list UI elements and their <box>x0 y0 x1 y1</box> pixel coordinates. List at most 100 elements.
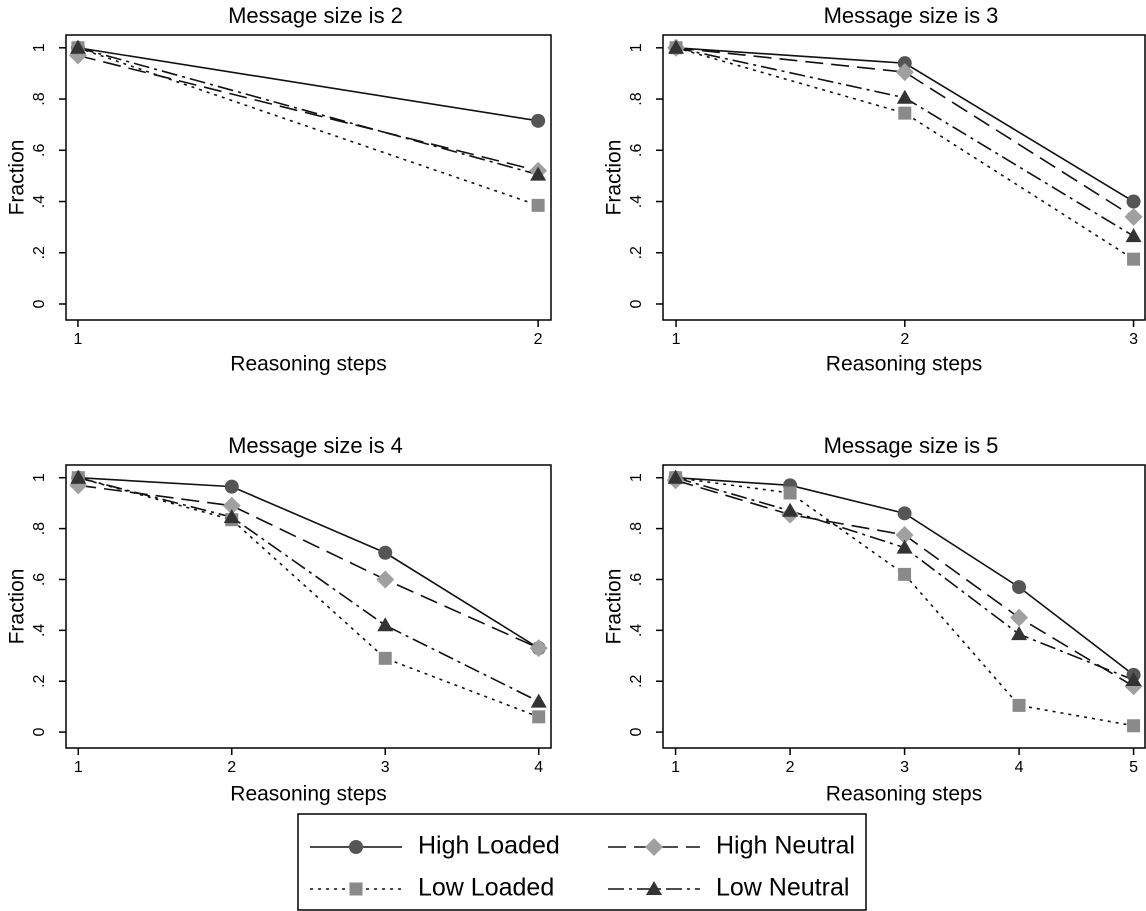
y-tick-label: .6 <box>628 573 645 586</box>
x-tick-label: 2 <box>227 759 236 776</box>
series-line <box>78 476 540 703</box>
y-tick-label: 0 <box>31 728 48 737</box>
legend-label: Low Loaded <box>418 874 554 902</box>
marker <box>896 89 913 104</box>
x-tick-label: 3 <box>1129 331 1138 348</box>
x-tick-label: 1 <box>74 331 83 348</box>
marker <box>376 570 395 589</box>
y-tick-label: .8 <box>628 92 645 105</box>
y-tick-label: .6 <box>628 144 645 157</box>
y-tick-label: .4 <box>31 624 48 637</box>
y-tick-label: 1 <box>31 43 48 52</box>
y-tick-label: .2 <box>628 674 645 687</box>
panel: Message size is 2 Reasoning steps Fraction… <box>6 3 552 376</box>
marker <box>530 166 547 181</box>
x-tick-label: 5 <box>1129 759 1138 776</box>
marker <box>1125 671 1142 686</box>
marker <box>532 710 546 724</box>
y-tick-label: .6 <box>31 573 48 586</box>
y-tick-label: .4 <box>31 195 48 208</box>
series-line <box>77 47 539 122</box>
marker <box>1011 626 1028 641</box>
y-tick-label: 0 <box>628 299 645 308</box>
marker <box>530 693 547 708</box>
marker <box>782 502 799 517</box>
marker <box>1012 580 1027 595</box>
marker <box>377 617 394 632</box>
x-tick-label: 1 <box>672 331 681 348</box>
panel-title: Message size is 2 <box>228 3 403 28</box>
x-axis-title: Reasoning steps <box>826 353 982 376</box>
y-axis-title: Fraction <box>603 569 626 645</box>
plot-frame <box>65 34 552 321</box>
marker <box>1127 252 1141 266</box>
y-tick-label: 0 <box>31 299 48 308</box>
series-line <box>77 47 539 207</box>
marker <box>668 39 685 54</box>
marker <box>349 882 363 896</box>
y-axis-title: Fraction <box>6 569 29 645</box>
y-tick-label: .2 <box>31 246 48 259</box>
marker <box>349 840 363 854</box>
marker <box>667 469 684 484</box>
panel: Message size is 3 Reasoning steps Fraction… <box>603 3 1146 376</box>
marker <box>1012 698 1026 712</box>
x-tick-label: 4 <box>534 759 543 776</box>
legend-label: Low Neutral <box>716 874 849 902</box>
x-tick-label: 4 <box>1015 759 1024 776</box>
plot-frame <box>65 464 552 749</box>
marker <box>645 838 663 856</box>
marker <box>378 651 392 665</box>
series-line <box>675 47 1134 260</box>
y-axis-title: Fraction <box>6 140 29 216</box>
y-tick-label: .6 <box>31 144 48 157</box>
marker <box>70 469 87 484</box>
marker <box>378 545 393 560</box>
panel: Message size is 4 Reasoning steps Fraction… <box>6 433 552 806</box>
x-axis-title: Reasoning steps <box>230 353 386 376</box>
legend-label: High Loaded <box>418 832 560 860</box>
series-line <box>78 484 540 649</box>
x-tick-label: 3 <box>900 759 909 776</box>
series-line <box>78 476 540 649</box>
plot-frame <box>662 34 1146 321</box>
y-tick-label: .2 <box>31 674 48 687</box>
marker <box>898 106 912 120</box>
x-tick-label: 2 <box>786 759 795 776</box>
marker <box>531 113 546 128</box>
y-tick-label: .8 <box>628 522 645 535</box>
series-line <box>77 54 539 172</box>
marker <box>895 63 914 82</box>
panel-title: Message size is 3 <box>824 3 999 28</box>
marker <box>895 525 914 544</box>
marker <box>224 479 239 494</box>
x-tick-label: 1 <box>74 759 83 776</box>
y-tick-label: .4 <box>628 624 645 637</box>
x-tick-label: 2 <box>534 331 543 348</box>
marker <box>529 639 548 658</box>
x-tick-label: 2 <box>900 331 909 348</box>
panel-title: Message size is 5 <box>824 433 999 458</box>
x-tick-label: 3 <box>381 759 390 776</box>
y-tick-label: .2 <box>628 246 645 259</box>
panel-title: Message size is 4 <box>228 433 403 458</box>
marker <box>223 509 240 524</box>
marker <box>783 486 797 500</box>
series-line <box>77 47 539 176</box>
x-axis-title: Reasoning steps <box>826 783 982 806</box>
series-line <box>78 476 540 718</box>
marker <box>1126 194 1141 209</box>
marker <box>531 198 545 212</box>
x-axis-title: Reasoning steps <box>230 783 386 806</box>
x-tick-label: 1 <box>671 759 680 776</box>
marker <box>896 539 913 554</box>
marker <box>897 506 912 521</box>
y-tick-label: .4 <box>628 195 645 208</box>
y-tick-label: 1 <box>31 473 48 482</box>
y-tick-label: 0 <box>628 728 645 737</box>
marker <box>898 567 912 581</box>
marker <box>222 496 241 515</box>
y-tick-label: .8 <box>31 92 48 105</box>
marker <box>1125 228 1142 243</box>
legend-label: High Neutral <box>716 832 855 860</box>
